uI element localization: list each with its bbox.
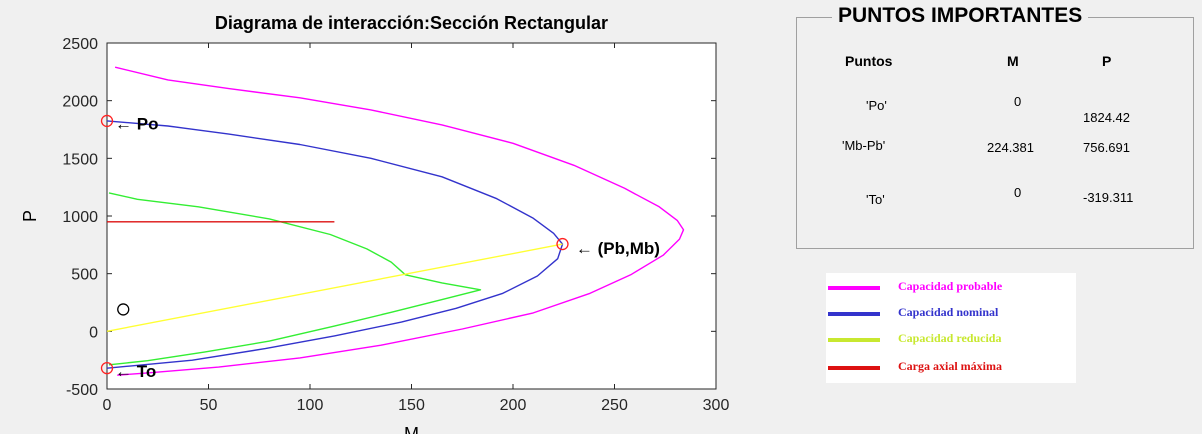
series-line-2 xyxy=(106,120,564,369)
plot-area xyxy=(106,42,717,390)
y-tick-label: 1500 xyxy=(62,151,98,168)
point-marker-4 xyxy=(117,303,130,316)
panel-title: PUNTOS IMPORTANTES xyxy=(832,4,1089,28)
y-tick-label: 1000 xyxy=(62,209,98,226)
legend: Capacidad probable Capacidad nominal Cap… xyxy=(826,273,1076,383)
important-points-panel xyxy=(796,17,1194,249)
legend-label: Capacidad reducida xyxy=(898,331,1002,345)
y-tick-label: 2500 xyxy=(62,36,98,53)
legend-line xyxy=(828,366,880,370)
x-tick-label: 100 xyxy=(297,397,324,414)
x-tick-label: 50 xyxy=(200,397,218,414)
interaction-diagram-chart: Diagrama de interacción:Sección Rectangu… xyxy=(20,13,730,434)
x-tick-label: 150 xyxy=(398,397,425,414)
row-po-p: 1824.42 xyxy=(1083,110,1130,125)
y-tick-label: 500 xyxy=(71,267,98,284)
y-tick-label: 2000 xyxy=(62,94,98,111)
x-tick-label: 250 xyxy=(601,397,628,414)
legend-label: Carga axial máxima xyxy=(898,359,1002,373)
row-mbpb-p: 756.691 xyxy=(1083,140,1130,155)
point-marker-1 xyxy=(100,114,114,128)
x-tick-label: 300 xyxy=(703,397,730,414)
row-mbpb-m: 224.381 xyxy=(987,140,1034,155)
row-to-label: 'To' xyxy=(866,192,885,207)
header-m: M xyxy=(1007,53,1019,69)
series-line-5 xyxy=(106,243,563,332)
legend-line xyxy=(828,312,880,316)
legend-line xyxy=(828,338,880,342)
annotation-label-1: ← Po xyxy=(115,115,158,134)
annotation-label-2: ← (Pb,Mb) xyxy=(576,239,660,258)
x-axis-label: M xyxy=(404,424,419,434)
y-tick-label: -500 xyxy=(66,382,98,399)
row-po-label: 'Po' xyxy=(866,98,887,113)
series-line-1 xyxy=(114,66,685,376)
x-tick-label: 200 xyxy=(500,397,527,414)
header-p: P xyxy=(1102,53,1112,69)
series-line-3 xyxy=(108,192,482,366)
legend-line xyxy=(828,286,880,290)
row-to-p: -319.311 xyxy=(1083,190,1134,205)
row-to-m: 0 xyxy=(1014,185,1022,200)
chart-title: Diagrama de interacción:Sección Rectangu… xyxy=(215,13,608,33)
legend-label: Capacidad nominal xyxy=(898,305,999,319)
point-marker-3 xyxy=(100,362,114,375)
y-axis-label: P xyxy=(20,210,40,222)
row-po-m: 0 xyxy=(1014,94,1022,109)
y-tick-label: 0 xyxy=(89,324,98,341)
row-mbpb-label: 'Mb-Pb' xyxy=(842,138,886,153)
x-tick-label: 0 xyxy=(103,397,112,414)
annotation-label-3: ← To xyxy=(115,362,156,381)
header-puntos: Puntos xyxy=(845,53,893,69)
point-marker-2 xyxy=(556,237,569,251)
legend-label: Capacidad probable xyxy=(898,279,1003,293)
